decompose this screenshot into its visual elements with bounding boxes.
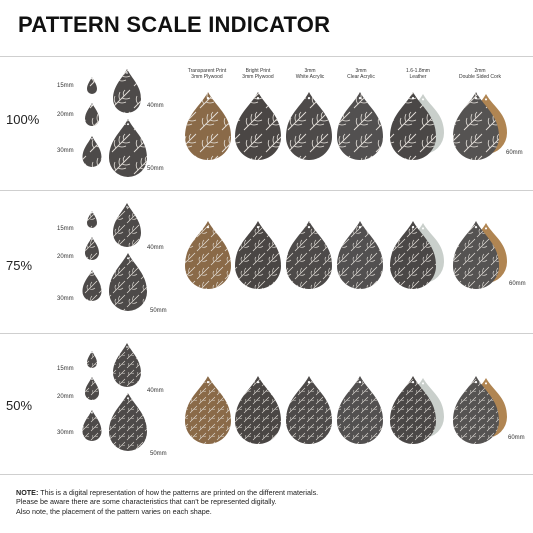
sample-drop-15mm xyxy=(87,211,97,228)
sample-drop-50mm xyxy=(109,393,147,451)
product-drop xyxy=(453,92,499,160)
material-label-cork: 2mm Double Sided Cork xyxy=(459,68,501,80)
sample-drop-30mm xyxy=(82,410,102,442)
product-size-label: 60mm xyxy=(506,150,523,156)
sample-drop-15mm xyxy=(87,77,97,94)
size-label-20mm: 20mm xyxy=(57,112,74,118)
material-label-transparent-plywood: Transparent Print 3mm Plywood xyxy=(187,68,227,80)
sample-drop-20mm xyxy=(85,237,99,260)
product-drop xyxy=(185,221,231,289)
product-drop xyxy=(286,92,332,160)
note-line-1: This is a digital representation of how … xyxy=(38,488,319,497)
product-drop xyxy=(185,92,231,160)
size-label-40mm: 40mm xyxy=(147,103,164,109)
sample-drop-50mm xyxy=(109,253,147,311)
note-text: NOTE: This is a digital representation o… xyxy=(16,488,521,516)
product-drop xyxy=(337,221,383,289)
product-size-label: 60mm xyxy=(508,435,525,441)
size-label-15mm: 15mm xyxy=(57,226,74,232)
product-drop xyxy=(286,221,332,289)
size-label-40mm: 40mm xyxy=(147,245,164,251)
size-label-15mm: 15mm xyxy=(57,83,74,89)
product-drop xyxy=(235,376,281,444)
product-size-label: 60mm xyxy=(509,281,526,287)
sample-drop-15mm xyxy=(87,351,97,368)
sample-drop-20mm xyxy=(85,103,99,126)
material-label-white-acrylic: 3mm White Acrylic xyxy=(295,68,325,80)
scale-label-50: 50% xyxy=(6,398,33,413)
material-label-bright-plywood: Bright Print 3mm Plywood xyxy=(242,68,274,80)
product-drop xyxy=(286,376,332,444)
sample-drop-50mm xyxy=(109,119,147,177)
note-line-2: Please be aware there are some character… xyxy=(16,497,277,507)
divider-2 xyxy=(0,333,533,334)
product-drop xyxy=(390,376,436,444)
divider-bottom xyxy=(0,474,533,475)
product-drop xyxy=(390,92,436,160)
page-title: PATTERN SCALE INDICATOR xyxy=(18,12,331,37)
note-line-3: Also note, the placement of the pattern … xyxy=(16,506,212,516)
product-drop xyxy=(390,221,436,289)
product-drop xyxy=(453,221,499,289)
sample-drop-40mm xyxy=(113,69,141,113)
size-label-50mm: 50mm xyxy=(150,308,167,314)
sample-drop-20mm xyxy=(85,377,99,400)
divider-top xyxy=(0,56,533,57)
sample-drop-30mm xyxy=(82,270,102,301)
size-label-15mm: 15mm xyxy=(57,366,74,372)
size-label-40mm: 40mm xyxy=(147,388,164,394)
divider-1 xyxy=(0,190,533,191)
product-drop xyxy=(185,376,231,444)
size-label-20mm: 20mm xyxy=(57,254,74,260)
product-drop xyxy=(235,221,281,289)
size-label-30mm: 30mm xyxy=(57,148,74,154)
size-label-50mm: 50mm xyxy=(150,451,167,457)
size-label-30mm: 30mm xyxy=(57,296,74,302)
product-drop xyxy=(337,92,383,160)
material-label-leather: 1.6-1.8mm Leather xyxy=(406,68,430,80)
product-drop xyxy=(235,92,281,160)
size-label-30mm: 30mm xyxy=(57,430,74,436)
sample-drop-40mm xyxy=(113,343,141,387)
size-label-50mm: 50mm xyxy=(147,166,164,172)
sample-drop-30mm xyxy=(82,136,102,167)
sample-drop-40mm xyxy=(113,203,141,247)
material-label-clear-acrylic: 3mm Clear Acrylic xyxy=(347,68,375,80)
note-label: NOTE: xyxy=(16,488,39,497)
size-label-20mm: 20mm xyxy=(57,394,74,400)
scale-label-100: 100% xyxy=(6,112,40,127)
scale-label-75: 75% xyxy=(6,258,33,273)
product-drop xyxy=(337,376,383,444)
product-drop xyxy=(453,376,499,444)
